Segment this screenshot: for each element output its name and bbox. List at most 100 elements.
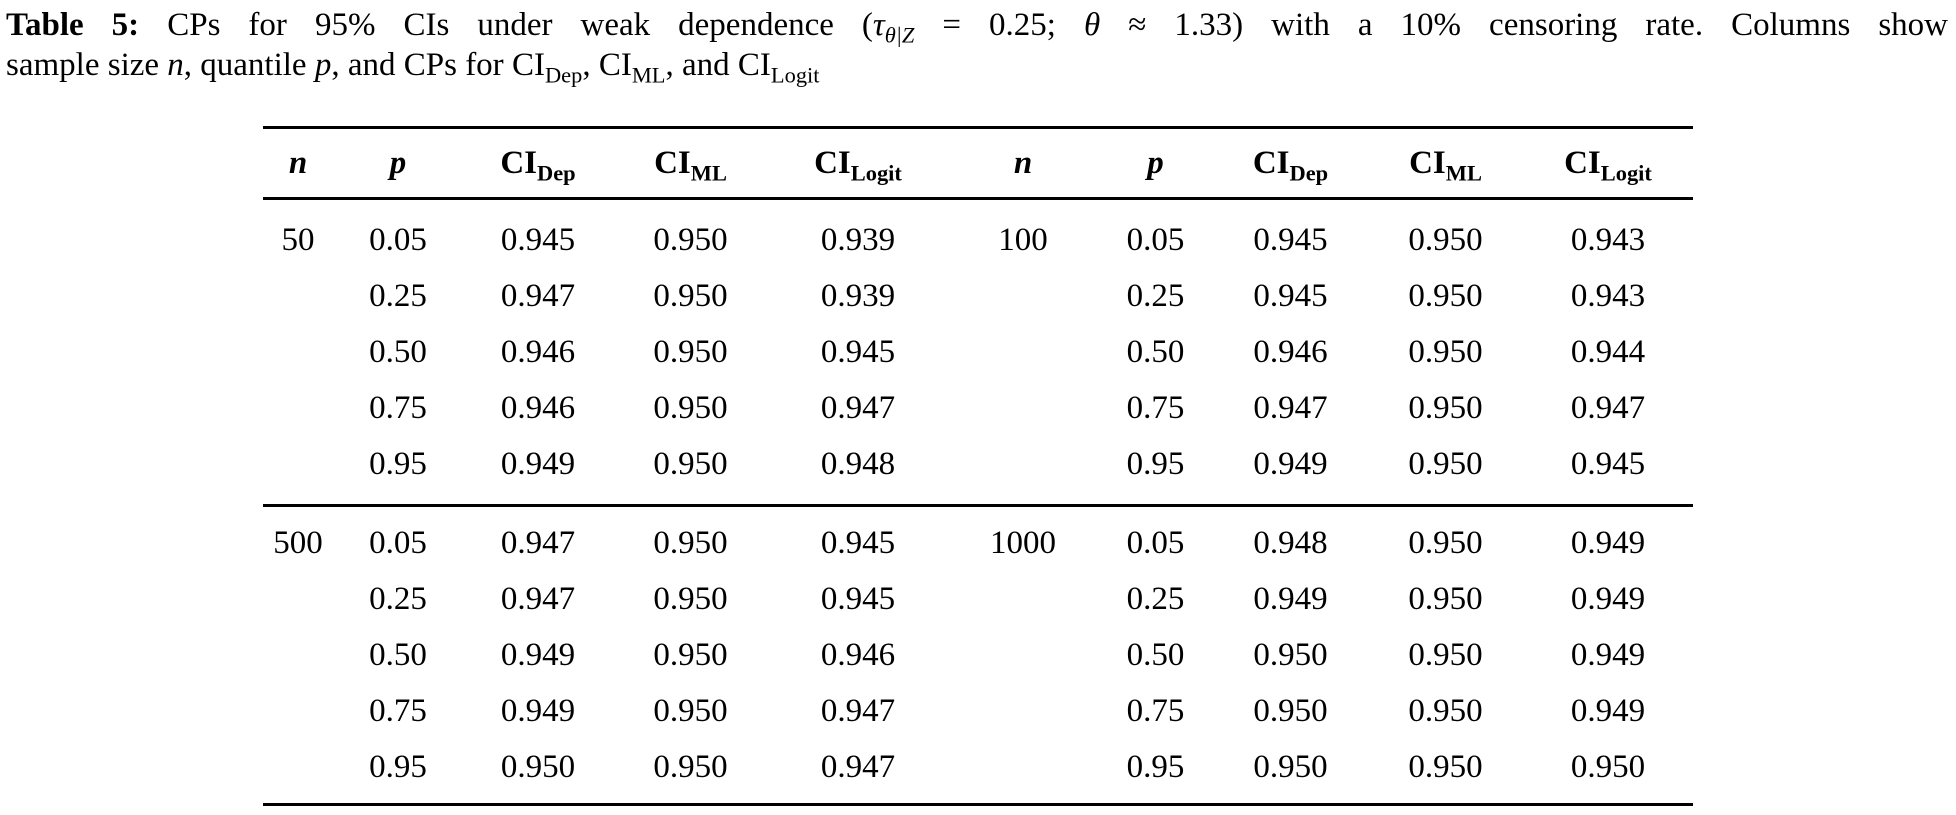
- table-cell: 0.947: [820, 389, 896, 426]
- table-cell: 0.947: [1253, 389, 1328, 426]
- coverage-probability-table: n p CIDep CIML CILogit n p CIDep CIML CI…: [263, 126, 1693, 806]
- table-cell: 0.950: [613, 436, 768, 507]
- table-cell: [263, 683, 333, 739]
- table-cell: 0.950: [1213, 739, 1368, 806]
- table-cell: 0.950: [653, 221, 728, 258]
- table-cell: 0.95: [1098, 436, 1213, 507]
- table-cell: 0.943: [1570, 221, 1646, 258]
- column-header-ci-logit-1: CILogit: [768, 126, 948, 200]
- table-cell: 0.946: [500, 389, 576, 426]
- caption-line-1: Table 5: CPs for 95% CIs under weak depe…: [6, 5, 1949, 48]
- table-cell: [263, 380, 333, 436]
- table-row: 0.95 0.949 0.950 0.948 0.95 0.949 0.950 0.945: [263, 436, 1693, 507]
- table-cell: [263, 436, 333, 507]
- column-header-ci-dep-1: CIDep: [463, 126, 613, 200]
- table-cell: [263, 627, 333, 683]
- p-variable: p: [314, 47, 332, 83]
- table-header: n p CIDep CIML CILogit n p CIDep CIML CI…: [263, 126, 1693, 200]
- table-cell: 0.945: [500, 221, 576, 258]
- table-cell: 0.945: [1253, 221, 1328, 258]
- table-cell: 0.95: [1098, 739, 1213, 806]
- table-cell: 0.949: [1213, 436, 1368, 507]
- caption-after-p: , and CPs for: [331, 47, 512, 83]
- caption-line2-start: sample size: [6, 47, 168, 83]
- caption-equals-value: = 0.25;: [914, 7, 1085, 43]
- table-row: 0.75 0.946 0.950 0.947 0.75 0.947 0.950 0.947: [263, 380, 1693, 436]
- table-cell: 0.25: [369, 277, 427, 314]
- table-cell: 0.947: [768, 739, 948, 806]
- table-cell: 0.50: [369, 636, 427, 673]
- table-cell: 0.950: [1408, 389, 1483, 426]
- table-cell: 0.948: [1253, 524, 1328, 561]
- table-cell: 0.950: [1523, 739, 1693, 806]
- table-cell: [263, 571, 333, 627]
- table-cell: [263, 324, 333, 380]
- table-cell: 0.949: [1253, 580, 1328, 617]
- table-caption: Table 5: CPs for 95% CIs under weak depe…: [0, 0, 1956, 88]
- ci-dep-subscript: Dep: [544, 62, 583, 88]
- table-cell: 0.50: [369, 333, 427, 370]
- tau-symbol: τ: [872, 7, 885, 43]
- table-cell: [948, 324, 1098, 380]
- table-cell: 0.947: [820, 692, 896, 729]
- table-cell: [263, 268, 333, 324]
- caption-text-rest: ≈ 1.33) with a 10% censoring rate. Colum…: [1100, 7, 1949, 43]
- table-cell: 0.25: [369, 580, 427, 617]
- table-cell: 0.950: [653, 636, 728, 673]
- caption-and: , and: [665, 47, 738, 83]
- table-cell: 0.945: [820, 333, 896, 370]
- table-cell: 0.950: [1408, 524, 1483, 561]
- table-cell: 0.947: [500, 580, 576, 617]
- tau-subscript: θ|Z: [884, 22, 915, 48]
- table-cell: 0.949: [463, 436, 613, 507]
- table-cell: 0.05: [1126, 524, 1185, 561]
- table-cell: 0.50: [1126, 333, 1185, 370]
- table-cell: 0.950: [1253, 636, 1328, 673]
- caption-table-number: Table 5:: [6, 7, 140, 43]
- table-cell: 100: [998, 221, 1048, 258]
- table-cell: 50: [281, 221, 315, 258]
- table-cell: 0.945: [820, 524, 896, 561]
- table-cell: 0.950: [1368, 739, 1523, 806]
- table-row: 0.95 0.950 0.950 0.947 0.95 0.950 0.950 0.950: [263, 739, 1693, 806]
- caption-comma: ,: [582, 47, 599, 83]
- table-cell: 0.25: [1126, 580, 1185, 617]
- table-cell: 0.950: [653, 692, 728, 729]
- table-cell: 0.947: [500, 524, 576, 561]
- n-variable: n: [167, 47, 184, 83]
- table-cell: 0.950: [1408, 636, 1483, 673]
- table-row: 0.50 0.949 0.950 0.946 0.50 0.950 0.950 0.949: [263, 627, 1693, 683]
- table-cell: 0.945: [820, 580, 896, 617]
- table-cell: 0.939: [820, 277, 896, 314]
- table-cell: [948, 627, 1098, 683]
- caption-text-start: CPs for 95% CIs under weak dependence (: [139, 7, 873, 43]
- table-cell: 0.75: [1126, 389, 1185, 426]
- table-cell: 0.948: [768, 436, 948, 507]
- table-cell: 0.05: [369, 221, 427, 258]
- table-cell: 0.950: [1368, 436, 1523, 507]
- table-cell: 0.950: [653, 580, 728, 617]
- table-cell: [948, 380, 1098, 436]
- table-block-n50-n100: 50 0.05 0.945 0.950 0.939 100 0.05 0.945 0.950 0.…: [263, 199, 1693, 507]
- table-cell: 0.950: [1408, 333, 1483, 370]
- table-cell: [948, 436, 1098, 507]
- table-cell: 0.950: [653, 524, 728, 561]
- column-header-ci-dep-2: CIDep: [1213, 126, 1368, 200]
- table-cell: 0.949: [500, 692, 576, 729]
- table-cell: 0.05: [369, 524, 427, 561]
- table-cell: 1000: [990, 524, 1056, 561]
- table-row: 50 0.05 0.945 0.950 0.939 100 0.05 0.945 0.950 0.…: [263, 199, 1693, 269]
- table-cell: 0.75: [369, 692, 427, 729]
- table-cell: [948, 268, 1098, 324]
- table-block-n500-n1000: 500 0.05 0.947 0.950 0.945 1000 0.05 0.948 0.950…: [263, 506, 1693, 806]
- column-header-ci-logit-2: CILogit: [1523, 126, 1693, 200]
- table-cell: 0.944: [1570, 333, 1646, 370]
- table-cell: [948, 739, 1098, 806]
- caption-line-2: sample size n, quantile p, and CPs for C…: [6, 45, 1948, 88]
- table-cell: 0.947: [500, 277, 576, 314]
- header-row: n p CIDep CIML CILogit n p CIDep CIML CI…: [263, 126, 1693, 200]
- table-cell: 0.05: [1126, 221, 1185, 258]
- table-cell: 0.946: [500, 333, 576, 370]
- column-header-n-2: n: [948, 126, 1098, 200]
